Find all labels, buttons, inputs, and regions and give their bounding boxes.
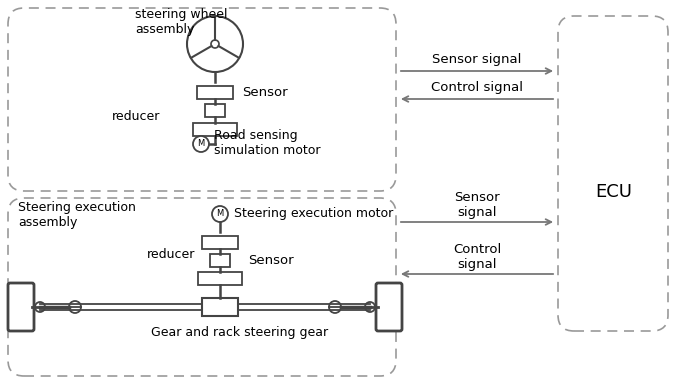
Circle shape	[365, 302, 375, 312]
Bar	[197, 86, 233, 99]
Bar	[202, 236, 238, 249]
Text: Steering execution motor: Steering execution motor	[234, 207, 393, 220]
Bar	[205, 104, 225, 117]
Circle shape	[329, 301, 341, 313]
Circle shape	[212, 206, 228, 222]
Text: ECU: ECU	[596, 183, 632, 201]
Text: reducer: reducer	[147, 248, 195, 260]
Text: steering wheel
assembly: steering wheel assembly	[135, 8, 228, 36]
Text: M: M	[197, 139, 205, 149]
Circle shape	[35, 302, 45, 312]
Text: Gear and rack steering gear: Gear and rack steering gear	[152, 326, 328, 339]
Text: Steering execution
assembly: Steering execution assembly	[18, 201, 136, 229]
Circle shape	[193, 136, 209, 152]
Text: M: M	[216, 210, 224, 218]
Circle shape	[211, 40, 219, 48]
Text: Sensor: Sensor	[248, 253, 294, 266]
Bar	[210, 254, 230, 267]
FancyBboxPatch shape	[376, 283, 402, 331]
Circle shape	[69, 301, 81, 313]
Text: Control
signal: Control signal	[453, 243, 501, 271]
Text: Control signal: Control signal	[431, 81, 523, 94]
Text: Sensor signal: Sensor signal	[432, 53, 522, 66]
FancyBboxPatch shape	[8, 283, 34, 331]
Bar	[198, 272, 242, 285]
Text: reducer: reducer	[112, 109, 160, 122]
Text: Sensor: Sensor	[242, 86, 288, 99]
Bar	[193, 123, 237, 136]
Text: Sensor
signal: Sensor signal	[454, 191, 500, 219]
Bar	[202, 298, 238, 316]
Text: Road sensing
simulation motor: Road sensing simulation motor	[214, 129, 320, 157]
